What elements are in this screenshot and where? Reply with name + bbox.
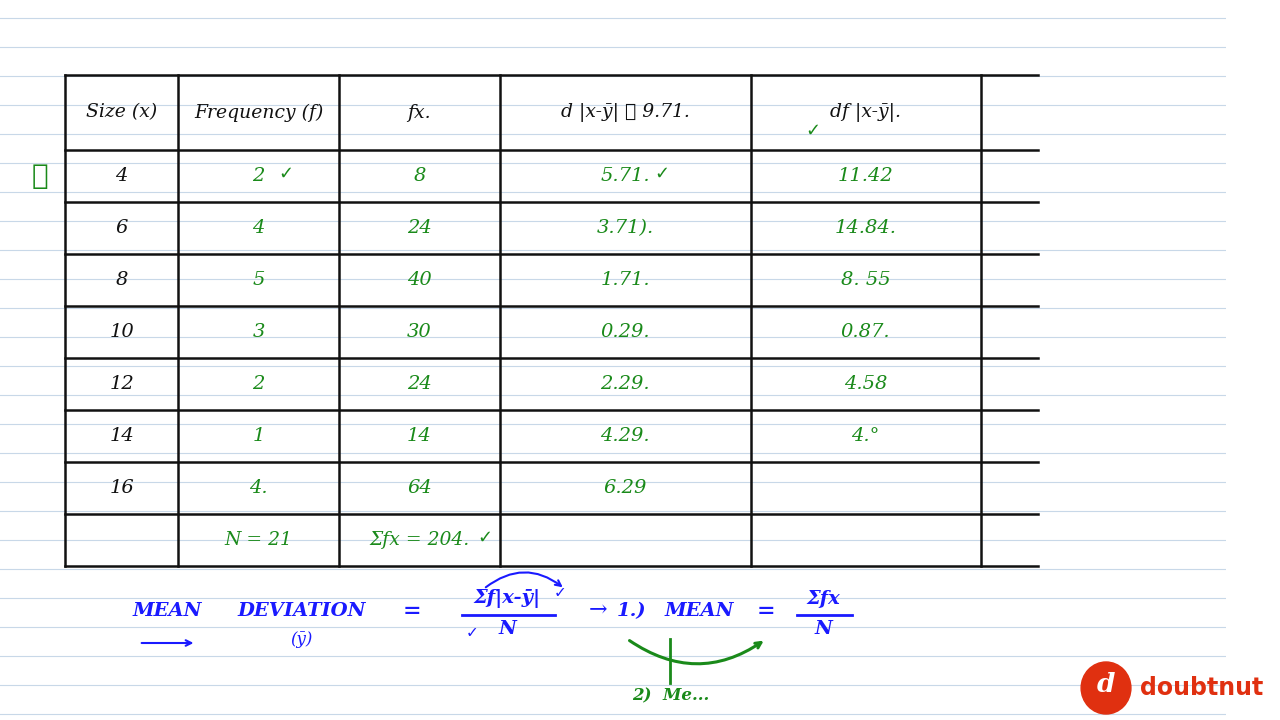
- Text: d: d: [1097, 672, 1115, 698]
- Text: 6.29: 6.29: [604, 479, 646, 497]
- Text: 4.°: 4.°: [851, 427, 879, 445]
- Text: 4: 4: [252, 219, 265, 237]
- Text: 64: 64: [407, 479, 431, 497]
- Text: 3.71).: 3.71).: [596, 219, 654, 237]
- Text: 24: 24: [407, 219, 431, 237]
- Text: Σf|x-ȳ|: Σf|x-ȳ|: [474, 590, 541, 608]
- Text: 24: 24: [407, 375, 431, 393]
- Text: 14: 14: [109, 427, 134, 445]
- Text: 14.84.: 14.84.: [835, 219, 897, 237]
- Text: 6: 6: [115, 219, 128, 237]
- Text: N = 21: N = 21: [224, 531, 293, 549]
- Text: 30: 30: [407, 323, 431, 341]
- Circle shape: [1082, 662, 1132, 714]
- Text: 0.29.: 0.29.: [600, 323, 650, 341]
- Text: ✓: ✓: [466, 626, 479, 641]
- Text: N: N: [814, 620, 832, 638]
- Text: 4: 4: [115, 167, 128, 185]
- Text: ✓: ✓: [477, 529, 492, 547]
- Text: 2: 2: [252, 375, 265, 393]
- Text: 0.87.: 0.87.: [841, 323, 891, 341]
- Text: 14: 14: [407, 427, 431, 445]
- Text: 4.29.: 4.29.: [600, 427, 650, 445]
- Text: 8. 55: 8. 55: [841, 271, 891, 289]
- Text: ✓: ✓: [554, 585, 567, 600]
- Text: fx.: fx.: [407, 104, 431, 122]
- Text: 4.: 4.: [250, 479, 268, 497]
- Text: ✓: ✓: [654, 165, 669, 183]
- Text: MEAN: MEAN: [133, 602, 202, 620]
- Text: 1.): 1.): [617, 602, 646, 620]
- Text: MEAN: MEAN: [664, 602, 733, 620]
- Text: 5.71.: 5.71.: [600, 167, 650, 185]
- Text: ✓: ✓: [32, 163, 49, 189]
- Text: 8: 8: [115, 271, 128, 289]
- Text: ✓: ✓: [805, 122, 820, 140]
- Text: doubtnut: doubtnut: [1140, 676, 1263, 700]
- Text: 2)  Me...: 2) Me...: [632, 688, 709, 704]
- Text: =: =: [402, 600, 421, 622]
- Text: (ȳ): (ȳ): [291, 631, 312, 649]
- Text: 4.58: 4.58: [844, 375, 887, 393]
- Text: 2: 2: [252, 167, 265, 185]
- Text: →: →: [589, 600, 608, 622]
- Text: d |x-ȳ| ≅ 9.71.: d |x-ȳ| ≅ 9.71.: [561, 103, 690, 122]
- Text: 1: 1: [252, 427, 265, 445]
- Text: 8: 8: [413, 167, 426, 185]
- Text: ✓: ✓: [278, 165, 293, 183]
- Text: 10: 10: [109, 323, 134, 341]
- Text: Σfx: Σfx: [806, 590, 841, 608]
- Text: 11.42: 11.42: [838, 167, 893, 185]
- Text: 16: 16: [109, 479, 134, 497]
- Text: 5: 5: [252, 271, 265, 289]
- Text: Size (x): Size (x): [86, 104, 157, 122]
- Text: 3: 3: [252, 323, 265, 341]
- Text: N: N: [499, 620, 516, 638]
- Text: Σfx = 204.: Σfx = 204.: [370, 531, 470, 549]
- Text: DEVIATION: DEVIATION: [237, 602, 366, 620]
- Text: =: =: [756, 600, 776, 622]
- Text: 2.29.: 2.29.: [600, 375, 650, 393]
- Text: Frequency (f): Frequency (f): [193, 104, 324, 122]
- Text: 12: 12: [109, 375, 134, 393]
- Text: df |x-ȳ|.: df |x-ȳ|.: [831, 103, 901, 122]
- Text: 40: 40: [407, 271, 431, 289]
- Text: 1.71.: 1.71.: [600, 271, 650, 289]
